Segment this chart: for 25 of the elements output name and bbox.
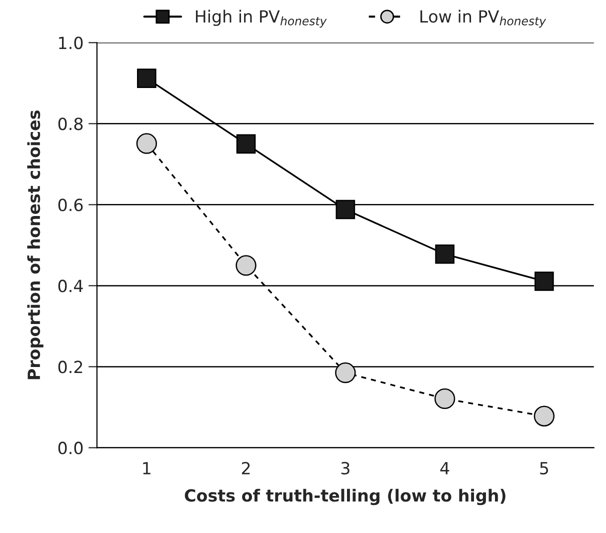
y-tick-label: 0.4 — [58, 280, 83, 292]
point — [534, 272, 554, 291]
x-tick-label: 5 — [540, 462, 548, 475]
point — [534, 406, 555, 426]
point — [336, 200, 356, 220]
point — [236, 255, 256, 276]
x-tick-label: 2 — [242, 462, 250, 474]
y-tick-label: 0.6 — [58, 198, 83, 212]
x-tick-label: 1 — [143, 462, 150, 474]
x-axis-title: Costs of truth-telling (low to high) — [184, 488, 506, 506]
x-tick-label: 3 — [341, 462, 350, 475]
y-tick-label: 1.0 — [59, 36, 83, 50]
point — [137, 68, 156, 88]
legend-label: High in PV$_{honesty}$ — [196, 10, 327, 28]
legend-label: Low in PV$_{honesty}$ — [420, 10, 546, 28]
x-tick-label: 4 — [440, 462, 450, 474]
y-tick-label: 0.2 — [58, 360, 82, 374]
y-axis-title: Proportion of honest choices — [27, 110, 44, 380]
y-tick-label: 0.8 — [58, 118, 83, 130]
y-tick-label: 0.0 — [58, 442, 83, 454]
point — [335, 362, 356, 384]
point — [435, 244, 454, 264]
point — [236, 134, 256, 154]
point — [434, 388, 456, 410]
point — [136, 133, 157, 154]
